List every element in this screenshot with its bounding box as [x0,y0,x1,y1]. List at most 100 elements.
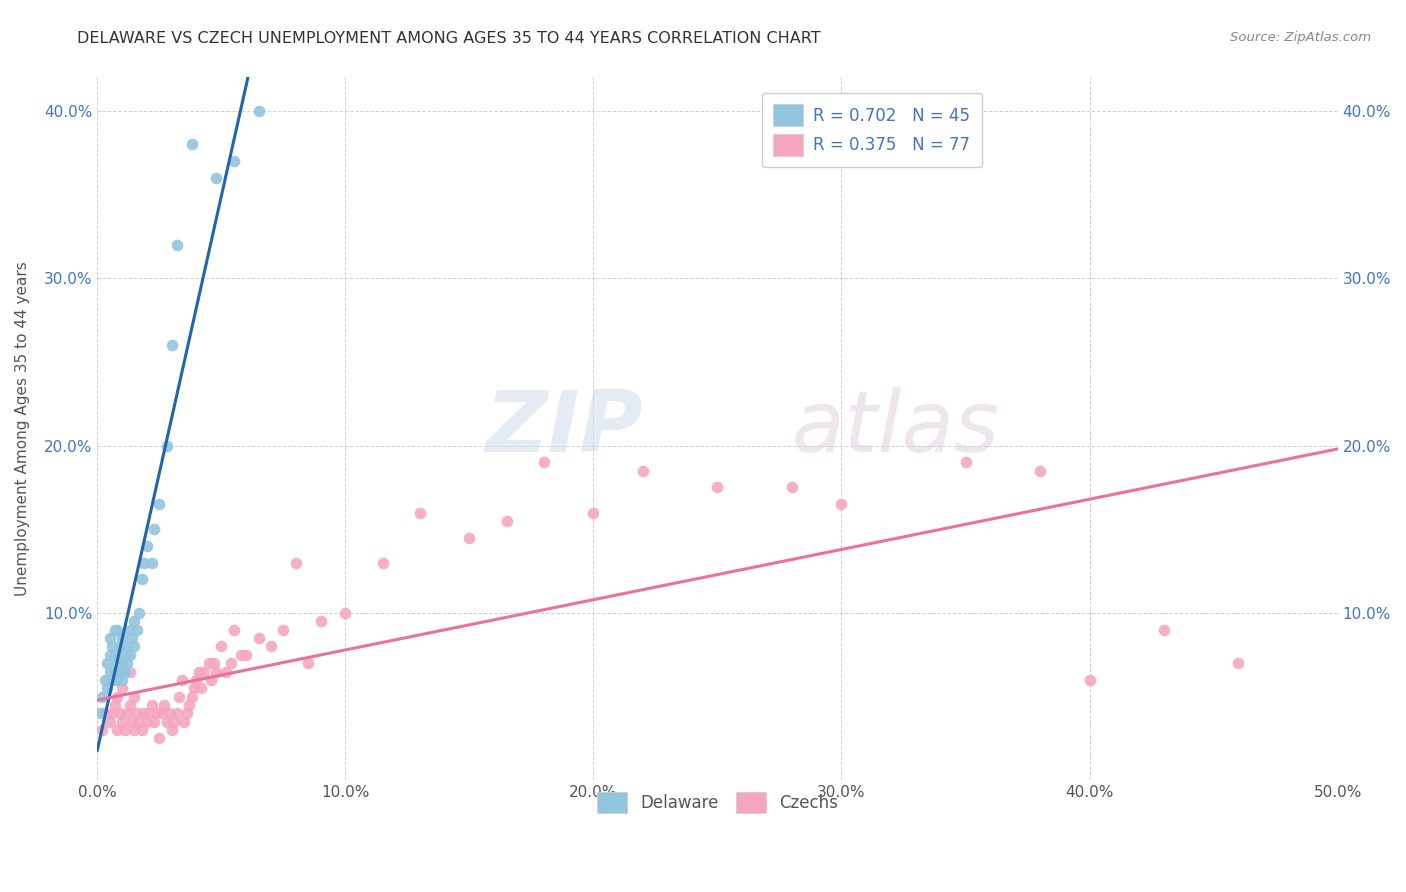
Text: DELAWARE VS CZECH UNEMPLOYMENT AMONG AGES 35 TO 44 YEARS CORRELATION CHART: DELAWARE VS CZECH UNEMPLOYMENT AMONG AGE… [77,31,821,46]
Point [205,665,228,679]
Point [124,723,146,737]
Point [193,665,215,679]
Point [105,656,128,670]
Point [170,673,193,687]
Point [124,615,146,629]
Point [124,690,146,704]
Point [582,506,605,520]
Point [128,714,150,729]
Point [209,640,232,654]
Legend: Delaware, Czechs: Delaware, Czechs [585,780,849,825]
Point [118,648,141,662]
Point [706,480,728,494]
Point [177,698,200,712]
Point [247,631,270,645]
Point [115,656,138,670]
Point [115,640,138,654]
Point [98,665,121,679]
Point [96,681,118,696]
Point [235,648,257,662]
Point [91,690,114,704]
Point [118,623,141,637]
Point [215,665,238,679]
Point [111,631,134,645]
Point [134,706,156,721]
Point [955,455,977,469]
Point [205,170,228,185]
Point [188,665,211,679]
Point [202,656,225,670]
Point [148,731,170,746]
Point [121,631,143,645]
Point [111,673,134,687]
Point [166,237,188,252]
Point [180,690,202,704]
Point [96,656,118,670]
Point [98,631,121,645]
Point [131,573,153,587]
Point [111,656,134,670]
Point [163,714,186,729]
Point [409,506,432,520]
Point [118,698,141,712]
Point [260,640,283,654]
Point [101,673,124,687]
Point [271,623,294,637]
Point [101,706,124,721]
Point [173,714,195,729]
Point [118,665,141,679]
Point [124,640,146,654]
Point [105,690,128,704]
Text: atlas: atlas [792,387,1000,470]
Point [105,673,128,687]
Point [160,338,183,352]
Point [371,556,394,570]
Point [309,615,332,629]
Point [135,539,157,553]
Point [247,103,270,118]
Point [134,556,156,570]
Point [125,706,148,721]
Point [160,723,183,737]
Point [105,623,128,637]
Point [108,706,131,721]
Point [1029,464,1052,478]
Point [148,497,170,511]
Text: ZIP: ZIP [485,387,643,470]
Point [1153,623,1175,637]
Point [141,556,163,570]
Point [780,480,803,494]
Point [222,154,245,169]
Point [143,714,166,729]
Point [1078,673,1101,687]
Point [157,706,180,721]
Point [335,606,357,620]
Point [180,137,202,152]
Point [125,623,148,637]
Y-axis label: Unemployment Among Ages 35 to 44 years: Unemployment Among Ages 35 to 44 years [15,261,30,596]
Point [167,690,190,704]
Point [143,522,166,536]
Point [104,665,127,679]
Point [495,514,517,528]
Point [98,714,121,729]
Point [131,723,153,737]
Point [533,455,555,469]
Point [104,623,127,637]
Point [121,714,143,729]
Point [114,723,136,737]
Point [111,714,134,729]
Point [104,698,127,712]
Point [101,640,124,654]
Point [830,497,852,511]
Point [156,714,179,729]
Point [458,531,481,545]
Point [176,706,198,721]
Point [156,439,179,453]
Point [1227,656,1250,670]
Point [105,723,128,737]
Point [91,723,114,737]
Text: Source: ZipAtlas.com: Source: ZipAtlas.com [1230,31,1371,45]
Point [150,706,173,721]
Point [108,665,131,679]
